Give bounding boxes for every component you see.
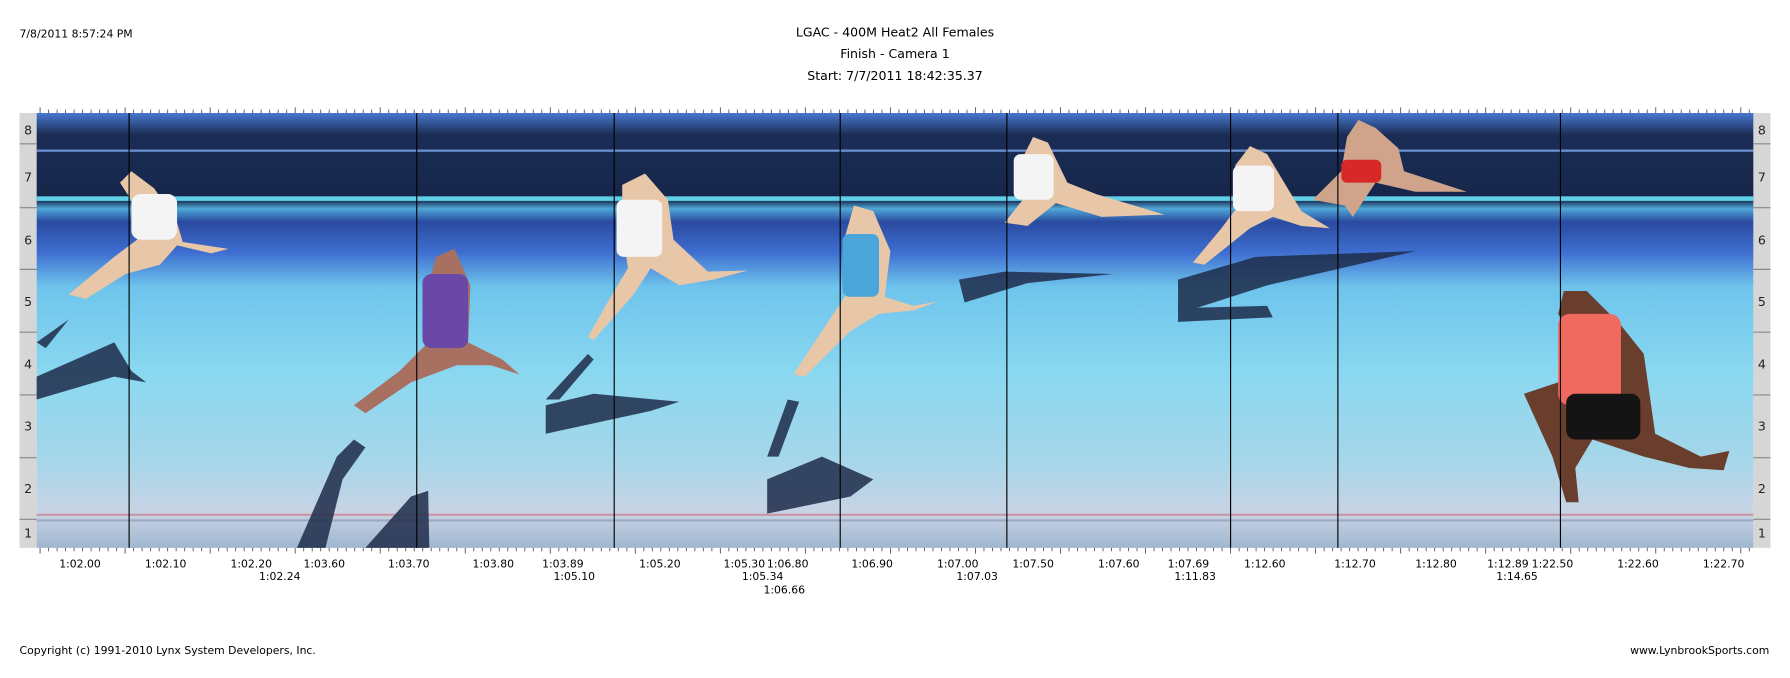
time-label: 1:05.10	[553, 570, 595, 583]
shadows	[36, 251, 1416, 548]
start-time: Start: 7/7/2011 18:42:35.37	[807, 68, 983, 83]
time-label: 1:12.60	[1244, 557, 1286, 570]
time-label: 1:02.20	[230, 557, 272, 570]
time-labels: 1:02.00 1:02.10 1:02.20 1:03.60 1:03.70 1:03.…	[59, 557, 1744, 596]
lane-label: 5	[1758, 294, 1766, 309]
time-label: 1:06.66	[764, 584, 806, 597]
time-label: 1:05.34	[742, 570, 784, 583]
time-label: 1:12.80	[1415, 557, 1457, 570]
time-label: 1:22.60	[1617, 557, 1659, 570]
time-label: 1:06.90	[851, 557, 893, 570]
lane-label: 1	[24, 526, 32, 541]
lane-label: 4	[1758, 357, 1766, 372]
time-label: 1:07.00	[937, 557, 979, 570]
time-label: 1:07.69	[1168, 557, 1210, 570]
time-label: 1:14.65	[1496, 570, 1538, 583]
time-label: 1:06.80	[767, 557, 809, 570]
lane-labels-right: 8 7 6 5 4 3 2 1	[1758, 123, 1766, 541]
stripe	[36, 513, 1754, 516]
time-lines	[128, 113, 1562, 548]
time-label: 1:02.10	[145, 557, 187, 570]
lane-label: 3	[24, 418, 32, 433]
time-label: 1:12.89	[1487, 557, 1529, 570]
copyright: Copyright (c) 1991-2010 Lynx System Deve…	[20, 644, 316, 657]
lane-label: 3	[1758, 418, 1766, 433]
time-label: 1:05.30	[724, 557, 766, 570]
lane-label: 5	[24, 294, 32, 309]
time-label: 1:07.50	[1012, 557, 1054, 570]
lane-label: 8	[1758, 123, 1766, 138]
website: www.LynbrookSports.com	[1630, 644, 1769, 657]
lane-label: 2	[1758, 481, 1766, 496]
time-label: 1:03.89	[542, 557, 584, 570]
stripe	[36, 196, 1754, 201]
timestamp: 7/8/2011 8:57:24 PM	[20, 28, 133, 41]
time-label: 1:22.70	[1703, 557, 1745, 570]
ruler-ticks	[19, 107, 1771, 554]
photo	[36, 113, 1754, 548]
time-label: 1:07.03	[956, 570, 998, 583]
lane-column-left	[19, 113, 37, 548]
time-label: 1:22.50	[1532, 557, 1574, 570]
lane-label: 1	[1758, 526, 1766, 541]
time-label: 1:02.24	[259, 570, 301, 583]
track-image	[36, 113, 1754, 548]
runners	[68, 119, 1730, 503]
time-label: 1:07.60	[1098, 557, 1140, 570]
lane-label: 6	[24, 232, 32, 247]
lane-column-right	[1753, 113, 1771, 548]
lane-label: 7	[24, 169, 32, 184]
lane-label: 4	[24, 357, 32, 372]
time-label: 1:11.83	[1174, 570, 1216, 583]
time-label: 1:03.70	[388, 557, 430, 570]
lane-label: 2	[24, 481, 32, 496]
lane-label: 8	[24, 123, 32, 138]
subtitle: Finish - Camera 1	[840, 46, 949, 61]
time-label: 1:02.00	[59, 557, 101, 570]
time-label: 1:03.60	[304, 557, 346, 570]
lane-label: 6	[1758, 232, 1766, 247]
time-label: 1:05.20	[639, 557, 681, 570]
time-label: 1:12.70	[1334, 557, 1376, 570]
lane-label: 7	[1758, 169, 1766, 184]
time-label: 1:03.80	[472, 557, 514, 570]
lane-labels-left: 8 7 6 5 4 3 2 1	[24, 123, 32, 541]
title: LGAC - 400M Heat2 All Females	[796, 25, 994, 40]
stripe	[36, 149, 1754, 152]
stripe	[36, 519, 1754, 522]
